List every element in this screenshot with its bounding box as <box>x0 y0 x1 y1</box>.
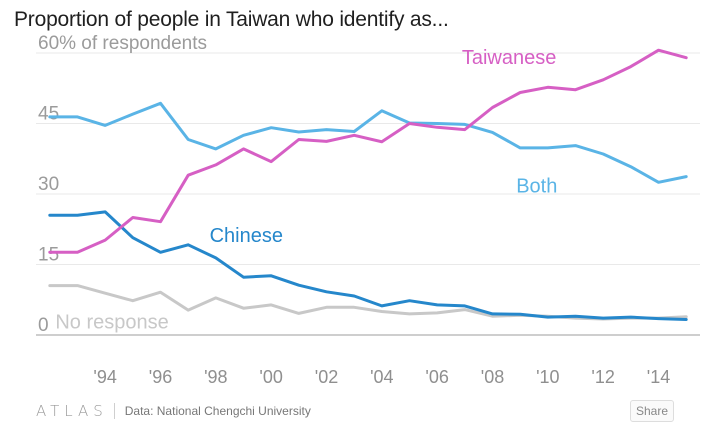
share-button[interactable]: Share <box>630 400 674 422</box>
x-axis-tick-labels: '94 '96 '98 '00 '02 '04 '06 '08 '10 '12 '14 <box>93 367 670 387</box>
series-line-no-response <box>48 284 688 321</box>
series-label-chinese: Chinese <box>210 225 283 247</box>
x-tick-label: '00 <box>259 367 282 387</box>
x-tick-label: '14 <box>647 367 670 387</box>
x-tick-label: '04 <box>370 367 393 387</box>
y-tick-label: 15 <box>38 245 59 266</box>
x-tick-label: '02 <box>315 367 338 387</box>
x-tick-label: '08 <box>481 367 504 387</box>
x-tick-label: '10 <box>536 367 559 387</box>
x-tick-label: '06 <box>425 367 448 387</box>
atlas-logo: ATLAS <box>36 402 108 420</box>
series-label-no-response: No response <box>55 311 168 333</box>
x-tick-label: '98 <box>204 367 227 387</box>
grid-lines <box>36 52 700 336</box>
footer: ATLAS Data: National Chengchi University <box>36 400 311 422</box>
y-tick-label: 30 <box>38 174 59 195</box>
y-tick-label: 0 <box>38 315 49 336</box>
footer-divider <box>113 403 115 419</box>
x-tick-label: '12 <box>591 367 614 387</box>
series-line-chinese <box>48 210 688 321</box>
source-note: Data: National Chengchi University <box>124 404 311 418</box>
x-tick-label: '96 <box>149 367 172 387</box>
y-tick-label: 60% of respondents <box>38 33 207 54</box>
series-label-taiwanese: Taiwanese <box>462 47 557 69</box>
series-labels: Taiwanese Both Chinese No response <box>55 47 557 334</box>
chart-title: Proportion of people in Taiwan who ident… <box>14 8 449 31</box>
x-tick-label: '94 <box>93 367 116 387</box>
series-line-taiwanese <box>48 48 688 254</box>
series-lines <box>48 48 688 321</box>
y-axis-tick-labels: 0 15 30 45 60% of respondents <box>38 33 207 336</box>
y-tick-label: 45 <box>38 104 59 125</box>
series-line-both <box>48 101 688 184</box>
series-label-both: Both <box>516 176 557 198</box>
line-chart: 0 15 30 45 60% of respondents '94 '96 '98 '00 '0… <box>36 33 700 387</box>
